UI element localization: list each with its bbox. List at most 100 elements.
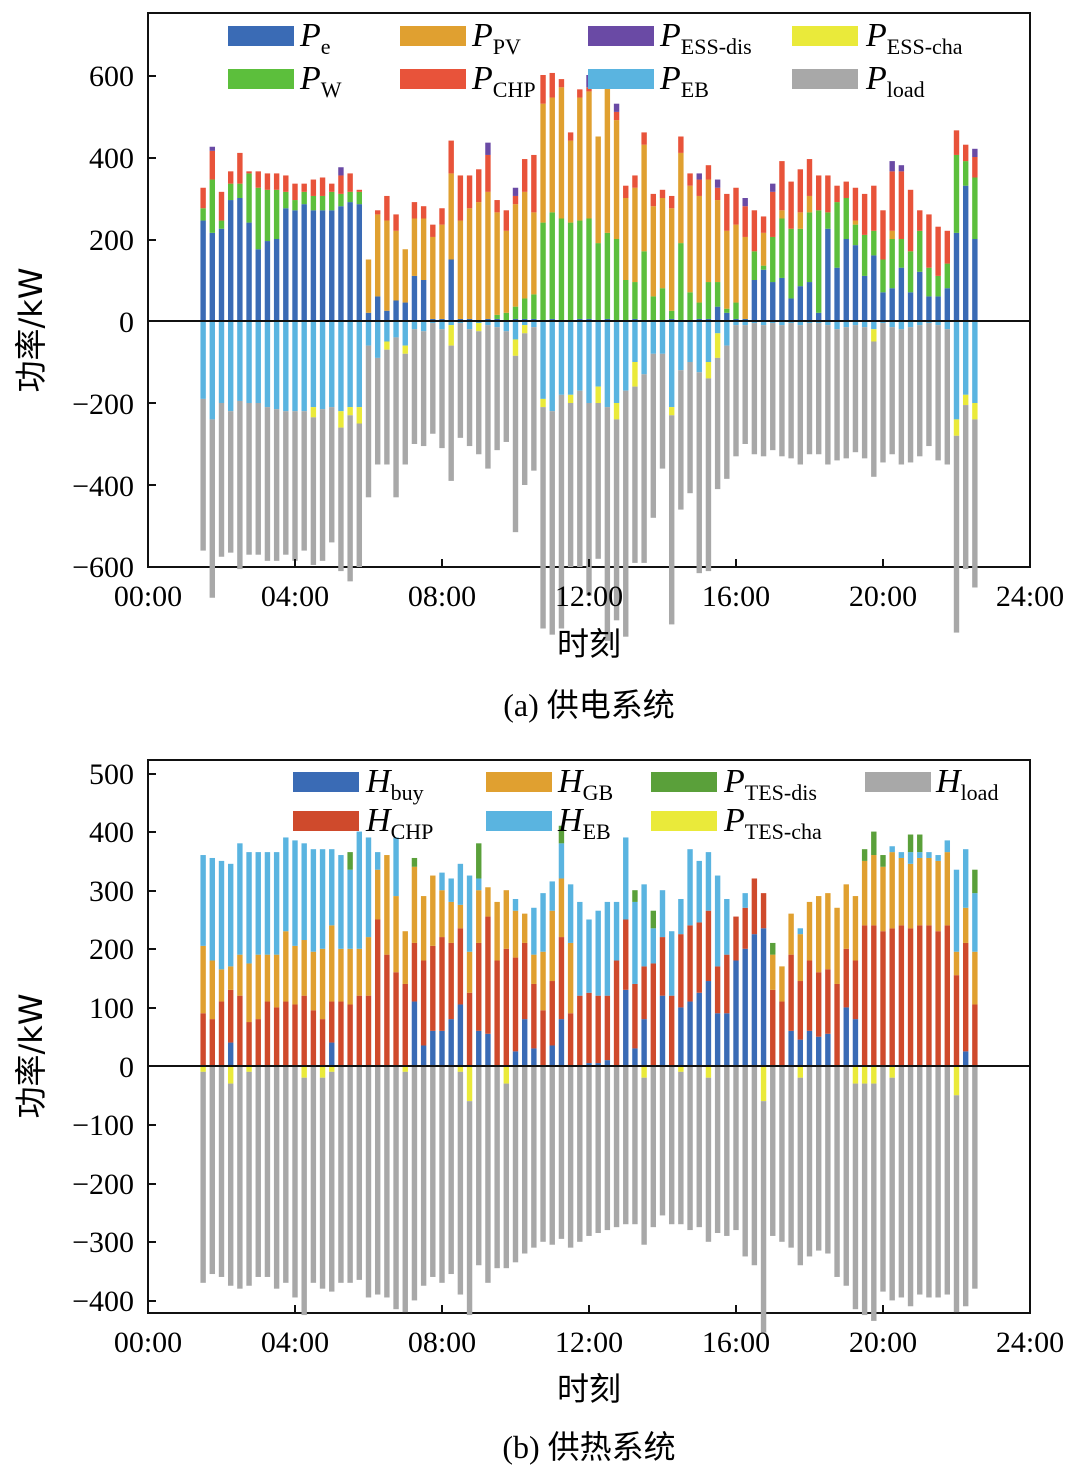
bar-Pload-02:30 bbox=[237, 400, 243, 570]
bar-PEB-01:45 bbox=[209, 321, 216, 420]
bar-HCHP-10:45 bbox=[540, 1010, 546, 1066]
bar-PW-13:30 bbox=[641, 251, 647, 321]
bar-HEB-03:15 bbox=[264, 852, 271, 955]
bar-PEB-04:30 bbox=[310, 321, 317, 408]
bar-Hload-04:45 bbox=[319, 1077, 326, 1289]
bar-Pe-06:15 bbox=[374, 296, 381, 321]
bar-Hbuy-07:15 bbox=[411, 1001, 418, 1066]
bar-Pload-18:30 bbox=[825, 325, 831, 465]
bar-HEB-04:45 bbox=[319, 849, 326, 949]
bar-PEB-01:30 bbox=[200, 321, 206, 399]
bar-HCHP-07:00 bbox=[402, 983, 408, 1066]
bar-Hbuy-08:30 bbox=[457, 1004, 464, 1066]
bar-HCHP-15:45 bbox=[724, 954, 730, 1014]
bar-Pe-07:30 bbox=[420, 280, 427, 321]
bar-PESS_dis-10:00 bbox=[512, 187, 519, 196]
bar-PW-15:45 bbox=[724, 308, 730, 313]
bar-Hload-09:00 bbox=[476, 1066, 482, 1266]
bar-Pload-07:15 bbox=[411, 329, 418, 444]
bar-HGB-11:00 bbox=[549, 910, 555, 982]
bar-HEB-09:00 bbox=[476, 878, 482, 891]
bar-Hbuy-10:15 bbox=[521, 1019, 528, 1066]
bar-PCHP-21:00 bbox=[917, 210, 923, 231]
bar-Pload-11:45 bbox=[577, 390, 583, 567]
bar-PEB-03:00 bbox=[255, 321, 261, 403]
bar-Pload-02:45 bbox=[246, 403, 252, 555]
bar-PTES_cha-17:45 bbox=[797, 1066, 804, 1078]
bar-HCHP-02:45 bbox=[246, 1022, 252, 1066]
bar-PEB-17:15 bbox=[779, 321, 785, 326]
svg-text:PTES-dis: PTES-dis bbox=[723, 763, 817, 805]
bar-Hbuy-13:30 bbox=[641, 1019, 647, 1066]
bar-PCHP-19:45 bbox=[871, 185, 877, 231]
bar-PEB-17:30 bbox=[788, 321, 794, 324]
bar-HGB-07:45 bbox=[430, 875, 436, 946]
bar-HEB-15:30 bbox=[714, 875, 721, 967]
bar-HEB-21:00 bbox=[917, 852, 923, 858]
bar-HCHP-03:30 bbox=[273, 1007, 280, 1066]
x-axis-label-b: 时刻 bbox=[557, 1370, 621, 1408]
svg-text:PEB: PEB bbox=[659, 60, 709, 102]
bar-HCHP-20:45 bbox=[907, 928, 914, 1066]
legend-sub: TES-cha bbox=[745, 819, 822, 844]
bar-HEB-15:45 bbox=[724, 898, 730, 955]
bar-Pload-20:00 bbox=[880, 323, 886, 463]
bar-HGB-20:30 bbox=[898, 857, 905, 926]
bar-Hload-03:15 bbox=[264, 1066, 271, 1277]
bar-HCHP-02:30 bbox=[237, 995, 243, 1066]
legend-item-PW: PW bbox=[228, 60, 342, 102]
bar-HEB-01:30 bbox=[200, 855, 206, 946]
bar-HEB-20:15 bbox=[889, 846, 895, 853]
bar-Pload-02:00 bbox=[218, 403, 225, 557]
bar-PCHP-08:00 bbox=[439, 208, 445, 225]
legend-sub: GB bbox=[583, 780, 614, 805]
bar-Pe-10:30 bbox=[531, 318, 537, 321]
legend-label: P bbox=[723, 763, 745, 800]
bar-Pe-17:00 bbox=[770, 282, 776, 321]
x-ticks-b: 00:00 04:00 08:00 12:00 16:00 20:00 24:0… bbox=[114, 1305, 1064, 1359]
bar-PEB-12:15 bbox=[595, 321, 601, 387]
bar-HCHP-21:15 bbox=[926, 925, 932, 1066]
bar-PTES_dis-21:00 bbox=[917, 834, 923, 853]
bar-PEB-13:15 bbox=[632, 321, 638, 362]
bar-HEB-14:30 bbox=[678, 898, 684, 935]
bar-HGB-19:15 bbox=[852, 896, 859, 961]
bar-HGB-21:15 bbox=[926, 857, 932, 926]
bar-HEB-06:15 bbox=[374, 852, 381, 870]
bar-Pe-05:00 bbox=[329, 210, 335, 321]
bar-PW-18:15 bbox=[815, 210, 822, 313]
bar-PESS_cha-22:15 bbox=[962, 394, 969, 406]
bar-PEB-17:00 bbox=[770, 321, 776, 324]
bar-Hload-11:15 bbox=[558, 1066, 565, 1239]
bar-Hload-16:30 bbox=[751, 1066, 758, 1266]
bar-PW-16:00 bbox=[733, 302, 739, 319]
bar-HEB-13:00 bbox=[623, 837, 629, 920]
legend-label: P bbox=[659, 60, 681, 97]
bar-PEB-02:30 bbox=[237, 321, 243, 401]
y-axis-label-a: 功率/kW bbox=[12, 268, 50, 393]
bar-HCHP-15:15 bbox=[705, 910, 712, 982]
bar-PESS_cha-11:30 bbox=[567, 394, 574, 403]
bar-HCHP-11:45 bbox=[577, 995, 583, 1066]
bar-PPV-11:30 bbox=[567, 140, 574, 223]
bar-Hbuy-08:15 bbox=[448, 1019, 454, 1066]
legend-label: H bbox=[365, 763, 393, 800]
bar-PPV-09:00 bbox=[476, 202, 482, 321]
bar-Pload-17:15 bbox=[779, 325, 785, 457]
y-axis-label-b: 功率/kW bbox=[12, 994, 50, 1119]
bar-PCHP-13:30 bbox=[641, 132, 647, 145]
bar-Hload-15:30 bbox=[714, 1066, 721, 1234]
bar-PESS_cha-10:15 bbox=[521, 325, 528, 334]
bar-Hload-10:15 bbox=[521, 1066, 528, 1254]
bar-PW-04:30 bbox=[310, 195, 317, 211]
legend-sub: PV bbox=[493, 34, 521, 59]
bar-PTES_cha-08:30 bbox=[457, 1066, 464, 1072]
bar-HGB-06:00 bbox=[365, 937, 372, 996]
bar-PCHP-19:15 bbox=[852, 187, 859, 221]
bar-PEB-18:15 bbox=[815, 321, 822, 324]
bar-Hbuy-12:00 bbox=[586, 1063, 592, 1066]
bar-PCHP-22:15 bbox=[962, 144, 969, 162]
bar-PW-20:15 bbox=[889, 239, 895, 289]
bar-HEB-22:15 bbox=[962, 849, 969, 908]
bar-HEB-06:00 bbox=[365, 837, 372, 938]
